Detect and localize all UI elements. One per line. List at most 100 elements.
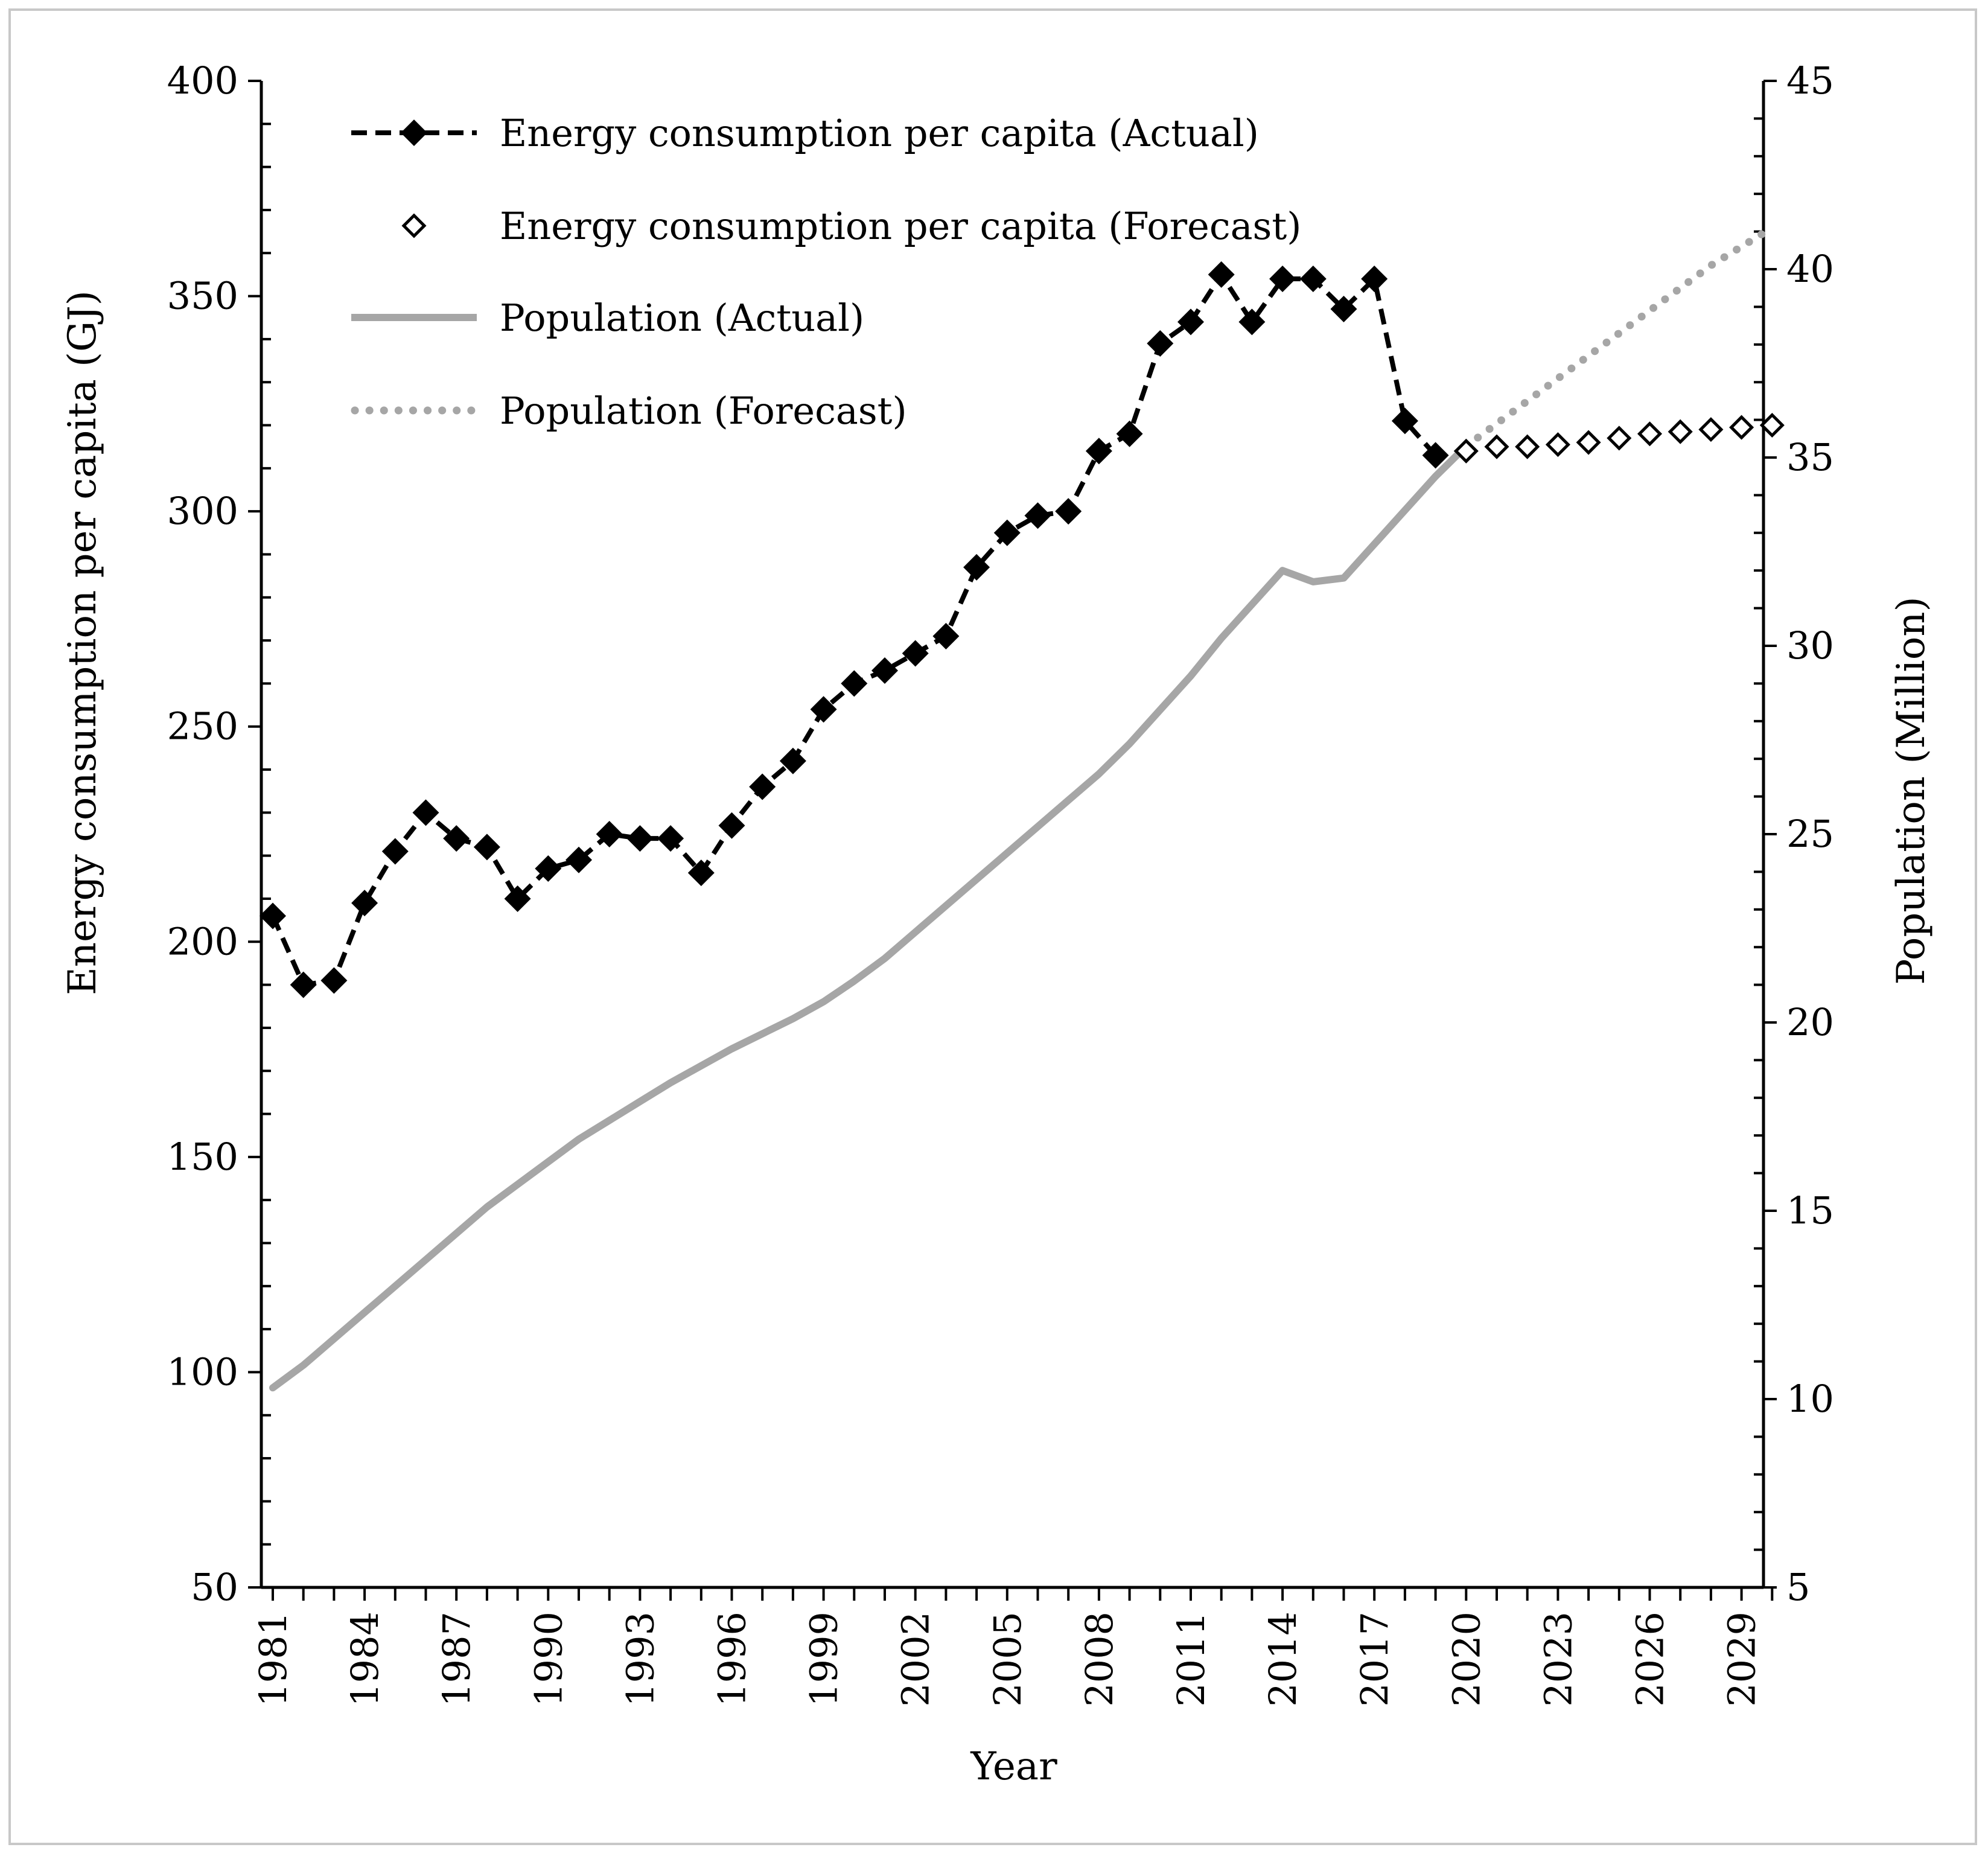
energy-actual-point — [1391, 407, 1418, 435]
y2-tick-label: 40 — [1786, 247, 1834, 291]
legend-marker-energy-forecast — [401, 213, 427, 238]
energy-forecast-point — [1607, 426, 1632, 451]
x-tick-label: 1996 — [710, 1612, 754, 1707]
y-axis-title: Energy consumption per capita (GJ) — [60, 290, 105, 995]
y-tick-label: 50 — [191, 1565, 238, 1609]
energy-actual-point — [1147, 330, 1174, 357]
y2-tick-label: 10 — [1786, 1377, 1834, 1421]
y-tick-label: 150 — [167, 1135, 238, 1179]
energy-actual-point — [1238, 308, 1266, 336]
x-tick-label: 2008 — [1077, 1612, 1121, 1707]
x-tick-label: 2023 — [1536, 1612, 1580, 1707]
population-forecast-line — [1462, 223, 1776, 450]
energy-forecast-point — [1484, 434, 1509, 459]
x-tick-label: 1987 — [435, 1612, 479, 1707]
energy-actual-point — [1024, 502, 1051, 529]
y2-tick-label: 15 — [1786, 1188, 1834, 1233]
energy-actual-point — [320, 967, 348, 994]
energy-actual-point — [1361, 266, 1388, 293]
energy-actual-point — [381, 838, 409, 865]
energy-actual-point — [1330, 295, 1357, 322]
series-layer — [260, 223, 1785, 1392]
energy-actual-point — [871, 657, 898, 684]
x-tick-label: 2020 — [1444, 1612, 1488, 1707]
energy-actual-point — [841, 670, 868, 697]
energy-actual-point — [626, 825, 654, 852]
x-tick-label: 2026 — [1628, 1612, 1672, 1707]
energy-actual-point — [565, 846, 592, 873]
x-tick-label: 1981 — [251, 1612, 295, 1707]
energy-forecast-point — [1759, 412, 1785, 438]
x-tick-label: 2017 — [1352, 1612, 1397, 1707]
x-tick-label: 1990 — [526, 1612, 570, 1707]
energy-actual-point — [290, 971, 317, 998]
legend-label-energy-forecast: Energy consumption per capita (Forecast) — [500, 204, 1301, 248]
x-tick-label: 2011 — [1169, 1612, 1213, 1707]
energy-actual-point — [779, 747, 806, 774]
y2-tick-label: 45 — [1786, 59, 1834, 103]
energy-actual-point — [473, 834, 500, 861]
x-tick-label: 1993 — [618, 1612, 662, 1707]
figure-frame — [8, 8, 1977, 1845]
energy-forecast-point — [1515, 434, 1540, 459]
y2-tick-label: 25 — [1786, 812, 1834, 856]
energy-actual-point — [351, 890, 378, 917]
y2-tick-label: 30 — [1786, 623, 1834, 668]
energy-actual-point — [1422, 442, 1449, 469]
legend-label-population-actual: Population (Actual) — [500, 296, 864, 340]
energy-actual-point — [535, 855, 562, 882]
legend: Energy consumption per capita (Actual) En… — [351, 111, 1301, 433]
energy-actual-point — [596, 821, 623, 847]
energy-forecast-point — [1576, 430, 1601, 455]
energy-actual-point — [687, 859, 715, 887]
energy-forecast-point — [1637, 421, 1663, 447]
energy-forecast-point — [1729, 415, 1754, 440]
y-tick-label: 250 — [167, 704, 238, 748]
energy-actual-point — [1269, 266, 1296, 293]
y-tick-label: 100 — [167, 1350, 238, 1394]
energy-forecast-point — [1453, 438, 1479, 464]
energy-actual-point — [1177, 308, 1204, 336]
x-tick-label: 1984 — [343, 1612, 387, 1707]
x-tick-label: 2014 — [1261, 1612, 1305, 1707]
energy-actual-point — [1116, 420, 1143, 447]
legend-marker-energy-actual — [401, 120, 427, 146]
energy-forecast-point — [1545, 432, 1570, 458]
energy-actual-point — [1208, 261, 1235, 288]
energy-actual-point — [657, 825, 684, 852]
energy-actual-point — [504, 885, 531, 912]
x-tick-label: 2002 — [894, 1612, 938, 1707]
y2-axis-title: Population (Million) — [1889, 596, 1934, 984]
population-actual-line — [269, 442, 1470, 1392]
y2-tick-label: 5 — [1786, 1565, 1810, 1609]
energy-actual-point — [749, 773, 776, 800]
energy-actual-point — [810, 696, 837, 723]
energy-actual-point — [412, 799, 439, 826]
energy-actual-point — [932, 622, 960, 649]
legend-label-energy-actual: Energy consumption per capita (Actual) — [500, 111, 1259, 155]
energy-actual-line — [270, 272, 1438, 987]
x-tick-label: 1999 — [802, 1612, 846, 1707]
y-tick-label: 200 — [167, 919, 238, 963]
energy-actual-point — [902, 640, 929, 667]
y-tick-label: 300 — [167, 489, 238, 533]
energy-forecast-point — [1668, 419, 1693, 444]
x-axis-title: Year — [970, 1744, 1057, 1789]
energy-actual-point — [260, 902, 286, 930]
energy-actual-point — [993, 519, 1021, 546]
y2-tick-label: 35 — [1786, 435, 1834, 479]
energy-actual-point — [963, 553, 990, 581]
energy-actual-point — [718, 812, 745, 839]
x-tick-label: 2029 — [1720, 1612, 1764, 1707]
energy-forecast-point — [1698, 417, 1724, 442]
x-tick-label: 2005 — [986, 1612, 1030, 1707]
energy-actual-point — [1299, 266, 1327, 293]
y-tick-label: 400 — [167, 59, 238, 103]
energy-actual-point — [1055, 498, 1082, 525]
axes-layer: 50 100 150 200 250 300 350 400 5 10 15 20 25 30 35 40 45… — [167, 59, 1834, 1707]
y2-tick-label: 20 — [1786, 1000, 1834, 1044]
legend-label-population-forecast: Population (Forecast) — [500, 389, 907, 433]
energy-actual-point — [443, 825, 470, 852]
y-tick-label: 350 — [167, 274, 238, 318]
